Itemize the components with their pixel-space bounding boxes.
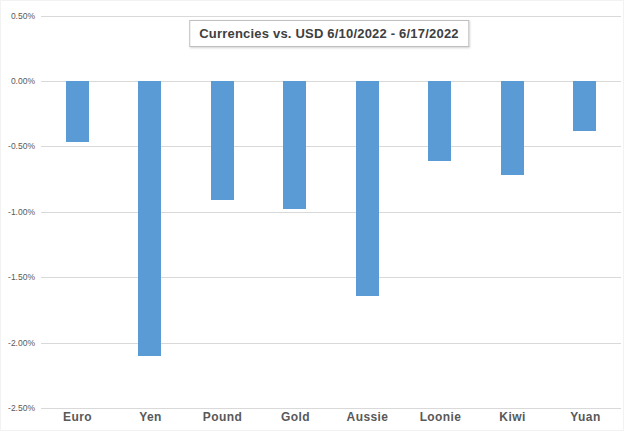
y-axis-tick-label: -1.00%	[1, 207, 35, 217]
bar-kiwi	[501, 81, 524, 175]
y-axis-tick-label: -2.50%	[1, 403, 35, 413]
gridline	[41, 408, 621, 409]
y-axis-tick-label: -0.50%	[1, 141, 35, 151]
bar-euro	[66, 81, 89, 142]
gridline	[41, 81, 621, 82]
chart-title-text: Currencies vs. USD 6/10/2022 - 6/17/2022	[199, 26, 459, 41]
x-axis-label-yen: Yen	[114, 410, 187, 424]
y-axis-tick-label: -1.50%	[1, 272, 35, 282]
x-axis-label-loonie: Loonie	[404, 410, 477, 424]
plot-area: 0.50% 0.00% -0.50% -1.00% -1.50% -2.00% -2.50%…	[1, 1, 623, 430]
x-axis-label-aussie: Aussie	[331, 410, 404, 424]
chart-title: Currencies vs. USD 6/10/2022 - 6/17/2022	[189, 20, 469, 47]
gridline	[41, 212, 621, 213]
bar-aussie	[356, 81, 379, 296]
gridline	[41, 277, 621, 278]
y-axis-tick-label: 0.50%	[1, 11, 35, 21]
bar-pound	[211, 81, 234, 200]
x-axis-label-gold: Gold	[259, 410, 332, 424]
bar-chart: Currencies vs. USD 6/10/2022 - 6/17/2022…	[0, 0, 624, 431]
y-axis-tick-label: 0.00%	[1, 76, 35, 86]
bar-gold	[283, 81, 306, 209]
x-axis-label-pound: Pound	[186, 410, 259, 424]
x-axis-label-euro: Euro	[41, 410, 114, 424]
x-axis-label-kiwi: Kiwi	[476, 410, 549, 424]
gridline	[41, 16, 621, 17]
x-axis-label-yuan: Yuan	[549, 410, 622, 424]
bar-yen	[138, 81, 161, 356]
bar-yuan	[573, 81, 596, 131]
gridline	[41, 146, 621, 147]
y-axis-tick-label: -2.00%	[1, 338, 35, 348]
gridline	[41, 343, 621, 344]
bar-loonie	[428, 81, 451, 161]
